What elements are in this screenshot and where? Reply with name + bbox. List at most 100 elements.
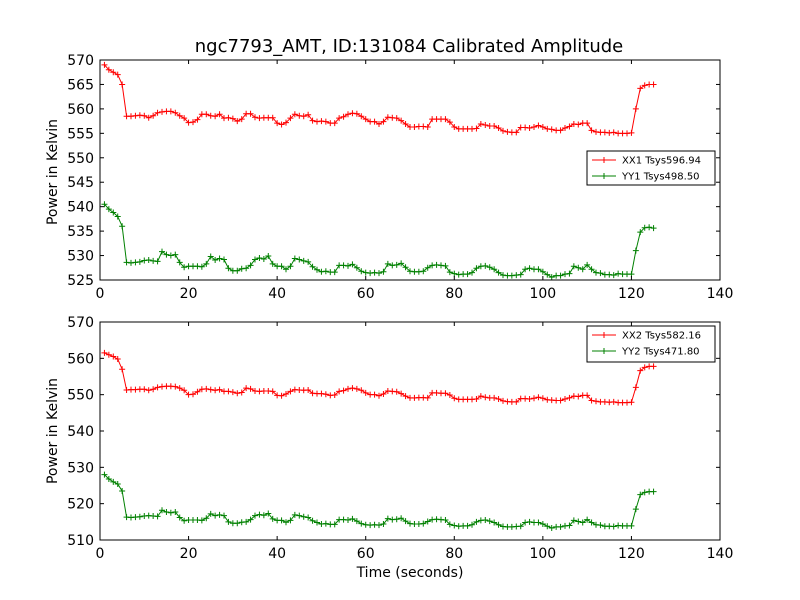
- legend-label: YY1 Tsys498.50: [621, 172, 700, 183]
- data-point: [358, 268, 365, 275]
- data-point: [393, 115, 400, 122]
- data-point: [114, 71, 121, 78]
- data-point: [491, 266, 498, 273]
- data-point: [597, 522, 604, 529]
- legend-label: XX1 Tsys596.94: [622, 156, 701, 167]
- data-point: [358, 520, 365, 527]
- data-point: [278, 517, 285, 524]
- data-point: [309, 517, 316, 524]
- data-point: [163, 509, 170, 516]
- data-point: [637, 85, 644, 92]
- data-point: [535, 266, 542, 273]
- y-tick-label: 530: [67, 249, 94, 265]
- data-point: [256, 255, 263, 261]
- data-point: [238, 389, 245, 396]
- data-point: [402, 264, 409, 271]
- data-point: [424, 394, 431, 401]
- data-point: [105, 475, 112, 482]
- data-point: [114, 213, 121, 220]
- data-point: [650, 225, 657, 232]
- data-point: [353, 385, 360, 392]
- data-point: [145, 256, 152, 263]
- data-point: [331, 269, 338, 276]
- data-point: [632, 105, 639, 112]
- data-point: [420, 268, 427, 275]
- data-point: [486, 264, 493, 271]
- data-point: [544, 523, 551, 530]
- data-point: [300, 113, 307, 120]
- data-point: [482, 517, 489, 524]
- legend-marker: [601, 173, 607, 179]
- data-point: [650, 363, 657, 370]
- data-point: [305, 258, 312, 265]
- data-point: [150, 112, 157, 119]
- data-point: [464, 522, 471, 529]
- y-axis-label: Power in Kelvin: [45, 119, 61, 225]
- data-point: [570, 517, 577, 524]
- data-point: [247, 516, 254, 523]
- y-tick-label: 555: [67, 126, 94, 142]
- data-point: [491, 519, 498, 526]
- data-point: [252, 256, 258, 263]
- data-point: [588, 519, 595, 526]
- data-point: [181, 115, 188, 122]
- data-point: [376, 392, 382, 399]
- data-point: [566, 123, 573, 130]
- data-point: [181, 387, 188, 394]
- data-point: [283, 519, 289, 526]
- x-tick-label: 40: [268, 546, 286, 562]
- data-point: [539, 123, 546, 130]
- data-point: [637, 491, 644, 498]
- data-point: [287, 388, 294, 395]
- data-point: [331, 120, 338, 127]
- x-tick-label: 80: [445, 286, 463, 302]
- data-point: [331, 392, 338, 399]
- data-point: [477, 393, 484, 400]
- data-point: [190, 119, 196, 126]
- data-point: [526, 518, 533, 525]
- data-point: [646, 224, 653, 231]
- data-point: [309, 263, 316, 270]
- data-point: [473, 125, 480, 132]
- y-tick-label: 510: [67, 533, 94, 549]
- data-point: [260, 255, 267, 262]
- x-tick-label: 120: [618, 546, 645, 562]
- data-point: [181, 264, 188, 271]
- data-point: [203, 515, 210, 522]
- data-point: [526, 396, 533, 403]
- data-point: [442, 116, 449, 123]
- x-tick-label: 0: [96, 286, 105, 302]
- data-point: [424, 123, 431, 130]
- data-point: [424, 518, 431, 525]
- data-point: [101, 201, 108, 208]
- data-point: [376, 522, 382, 529]
- data-point: [575, 121, 582, 128]
- data-point: [105, 66, 112, 73]
- data-point: [398, 117, 405, 124]
- data-point: [420, 520, 427, 527]
- data-point: [345, 262, 351, 269]
- data-point: [252, 114, 258, 121]
- data-point: [243, 385, 250, 392]
- data-point: [172, 509, 179, 516]
- data-point: [154, 258, 161, 265]
- tick-group: 0 20 40 60 80 100 120 140 510 520 530 540 550 560 570: [67, 315, 733, 562]
- data-point: [234, 390, 241, 397]
- data-point: [269, 388, 276, 395]
- data-point: [349, 261, 356, 268]
- x-axis-label: Time (seconds): [356, 565, 464, 581]
- data-point: [358, 387, 365, 394]
- legend-label: XX2 Tsys582.16: [622, 331, 701, 342]
- data-point: [190, 391, 196, 398]
- data-point: [491, 123, 498, 129]
- data-point: [557, 523, 564, 530]
- legend-marker: [601, 157, 607, 163]
- data-point: [486, 518, 493, 525]
- data-point: [105, 206, 112, 213]
- data-point: [358, 113, 365, 120]
- data-point: [473, 265, 480, 272]
- data-point: [442, 262, 449, 269]
- x-tick-label: 120: [618, 286, 645, 302]
- data-point: [349, 515, 356, 522]
- data-point: [322, 118, 329, 125]
